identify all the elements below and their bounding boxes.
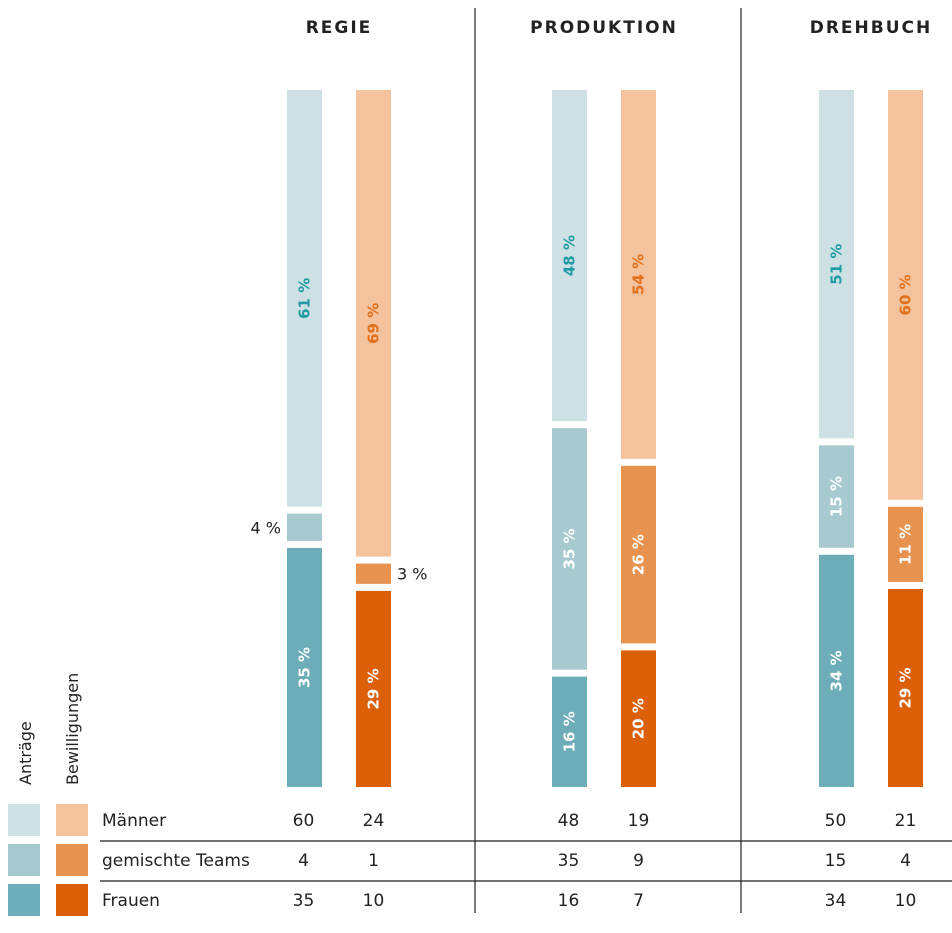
- value-label-gemischte-teams: 26 %: [630, 534, 648, 575]
- table-cell-bewilligungen-maenner: 19: [628, 811, 650, 831]
- group-title-regie: REGIE: [306, 18, 373, 38]
- table-cell-antraege-frauen: 35: [293, 891, 315, 911]
- value-label-gemischte-teams: 3 %: [397, 565, 427, 584]
- antraege-bar-frauen: [819, 554, 854, 787]
- value-label-frauen: 16 %: [561, 711, 579, 752]
- value-label-frauen: 34 %: [828, 650, 846, 691]
- bewilligungen-bar-gemischte-teams: [888, 506, 923, 582]
- bewilligungen-bar-gemischte-teams: [356, 563, 391, 584]
- value-label-maenner: 69 %: [365, 303, 383, 344]
- antraege-bar-gemischte-teams: [287, 513, 322, 541]
- table-cell-antraege-frauen: 34: [825, 891, 847, 911]
- table-cell-bewilligungen-maenner: 21: [895, 811, 917, 831]
- value-label-gemischte-teams: 11 %: [897, 524, 915, 565]
- value-label-maenner: 48 %: [561, 235, 579, 276]
- antraege-bar-maenner: [819, 90, 854, 439]
- table-cell-antraege-gemischte-teams: 4: [298, 851, 309, 871]
- value-label-maenner: 60 %: [897, 274, 915, 315]
- table-row-label-gemischte-teams: gemischte Teams: [102, 851, 250, 871]
- legend-swatch-antraege-gemischte-teams: [8, 844, 40, 876]
- table-cell-bewilligungen-gemischte-teams: 1: [368, 851, 379, 871]
- bewilligungen-bar-maenner: [621, 90, 656, 459]
- table-row-label-maenner: Männer: [102, 811, 166, 831]
- table-row-label-frauen: Frauen: [102, 891, 160, 911]
- value-label-gemischte-teams: 4 %: [251, 518, 281, 537]
- value-label-frauen: 29 %: [897, 667, 915, 708]
- legend-swatch-bewilligungen-maenner: [56, 804, 88, 836]
- antraege-bar-gemischte-teams: [819, 445, 854, 548]
- table-cell-bewilligungen-frauen: 10: [363, 891, 385, 911]
- table-cell-antraege-maenner: 48: [558, 811, 580, 831]
- bewilligungen-bar-gemischte-teams: [621, 465, 656, 644]
- table-cell-bewilligungen-maenner: 24: [363, 811, 385, 831]
- legend-swatch-antraege-frauen: [8, 884, 40, 916]
- bewilligungen-bar-maenner: [888, 90, 923, 500]
- series-label-antraege: Anträge: [16, 721, 35, 785]
- legend-swatch-antraege-maenner: [8, 804, 40, 836]
- value-label-frauen: 35 %: [296, 647, 314, 688]
- value-label-gemischte-teams: 35 %: [561, 528, 579, 569]
- antraege-bar-maenner: [552, 90, 587, 422]
- table-cell-bewilligungen-frauen: 10: [895, 891, 917, 911]
- table-cell-bewilligungen-frauen: 7: [633, 891, 644, 911]
- group-title-drehbuch: DREHBUCH: [810, 18, 933, 38]
- value-label-frauen: 29 %: [365, 668, 383, 709]
- bewilligungen-bar-frauen: [621, 650, 656, 787]
- antraege-bar-maenner: [287, 90, 322, 507]
- table-cell-bewilligungen-gemischte-teams: 9: [633, 851, 644, 871]
- legend-swatch-bewilligungen-gemischte-teams: [56, 844, 88, 876]
- antraege-bar-gemischte-teams: [552, 428, 587, 670]
- table-cell-antraege-gemischte-teams: 15: [825, 851, 847, 871]
- value-label-maenner: 54 %: [630, 254, 648, 295]
- antraege-bar-frauen: [287, 547, 322, 787]
- bewilligungen-bar-maenner: [356, 90, 391, 557]
- table-cell-antraege-frauen: 16: [558, 891, 580, 911]
- antraege-bar-frauen: [552, 676, 587, 787]
- table-cell-antraege-gemischte-teams: 35: [558, 851, 580, 871]
- value-label-maenner: 61 %: [296, 278, 314, 319]
- bewilligungen-bar-frauen: [888, 588, 923, 787]
- value-label-frauen: 20 %: [630, 698, 648, 739]
- value-label-maenner: 51 %: [828, 244, 846, 285]
- table-cell-bewilligungen-gemischte-teams: 4: [900, 851, 911, 871]
- bewilligungen-bar-frauen: [356, 590, 391, 787]
- legend-swatch-bewilligungen-frauen: [56, 884, 88, 916]
- group-title-produktion: PRODUKTION: [530, 18, 678, 38]
- value-label-gemischte-teams: 15 %: [828, 476, 846, 517]
- table-cell-antraege-maenner: 50: [825, 811, 847, 831]
- table-cell-antraege-maenner: 60: [293, 811, 315, 831]
- series-label-bewilligungen: Bewilligungen: [63, 673, 82, 785]
